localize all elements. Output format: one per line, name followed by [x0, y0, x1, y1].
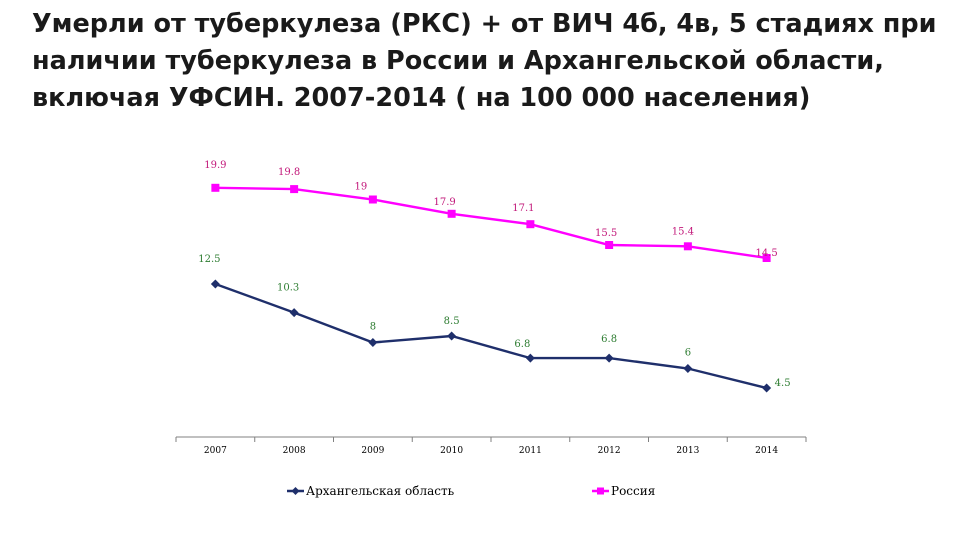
x-tick-label: 2011: [519, 446, 542, 456]
legend-item: Россия: [592, 484, 655, 498]
x-axis: 2007 2008 2009 2010 2011 2012 2013 2014: [175, 436, 807, 456]
data-label: 10.3: [277, 283, 299, 294]
title-line-1: Умерли от туберкулеза (РКС) + от ВИЧ 4б,…: [32, 9, 937, 39]
data-point-marker: [368, 195, 377, 204]
data-point-marker: [447, 209, 456, 218]
title-line-3: включая УФСИН. 2007-2014 ( на 100 000 на…: [32, 83, 811, 113]
data-label: 17.9: [433, 197, 455, 208]
data-point-marker: [210, 279, 220, 289]
x-tick-label: 2009: [361, 446, 384, 456]
legend-marker: [597, 487, 604, 495]
data-point-marker: [368, 338, 378, 347]
data-point-marker: [605, 241, 614, 249]
data-point-marker: [447, 331, 457, 341]
data-label: 19.8: [278, 167, 300, 178]
series-arkhangelsk: 12.5 10.3 8 8.5 6.8 6.8 6 4.5: [198, 254, 791, 393]
legend-label: Россия: [611, 484, 655, 498]
data-label: 12.5: [198, 254, 220, 265]
data-point-marker: [604, 353, 614, 363]
data-point-marker: [290, 185, 299, 194]
data-label: 6.8: [601, 334, 617, 345]
data-point-marker: [525, 353, 535, 363]
data-point-marker: [683, 242, 692, 251]
x-tick-label: 2014: [755, 446, 778, 456]
series-line: [214, 282, 767, 390]
data-label: 17.1: [512, 203, 534, 214]
data-point-marker: [211, 183, 220, 192]
legend-marker: [291, 487, 300, 495]
data-label: 19.9: [204, 160, 226, 171]
legend: Архангельская область Россия: [287, 484, 655, 498]
series-russia: 19.9 19.8 19 17.9 17.1 15.5 15.4 14.5: [204, 160, 778, 262]
data-point-marker: [762, 254, 771, 262]
data-label: 8.5: [444, 316, 460, 327]
legend-item: Архангельская область: [287, 484, 455, 498]
data-point-marker: [526, 220, 535, 229]
data-label: 14.5: [755, 248, 777, 259]
x-tick-label: 2008: [283, 446, 306, 456]
series-line: [215, 186, 767, 260]
data-point-marker: [289, 308, 299, 318]
x-tick-label: 2013: [676, 446, 699, 456]
data-point-marker: [762, 383, 772, 393]
chart-title: Умерли от туберкулеза (РКС) + от ВИЧ 4б,…: [32, 6, 937, 117]
data-label: 6: [685, 348, 691, 359]
legend-label: Архангельская область: [306, 484, 455, 498]
data-label: 15.5: [595, 228, 617, 239]
series-layer: 12.5 10.3 8 8.5 6.8 6.8 6 4.5 19.9 19.8 19 17.9 17.1…: [198, 160, 791, 393]
data-label: 15.4: [672, 226, 694, 237]
x-tick-label: 2007: [204, 446, 227, 456]
data-label: 4.5: [775, 378, 791, 389]
x-tick-label: 2012: [598, 446, 621, 456]
title-line-2: наличии туберкулеза в России и Архангель…: [32, 46, 884, 76]
data-label: 6.8: [514, 339, 530, 350]
data-label: 19: [355, 182, 368, 193]
x-tick-label: 2010: [440, 446, 463, 456]
data-label: 8: [370, 322, 376, 333]
data-point-marker: [683, 364, 693, 373]
